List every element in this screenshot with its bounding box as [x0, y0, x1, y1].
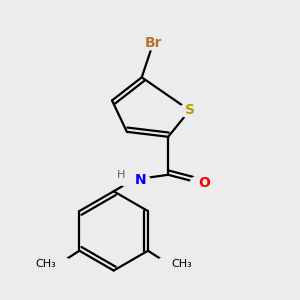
Ellipse shape: [140, 35, 167, 50]
Text: S: S: [184, 103, 195, 117]
Text: Br: Br: [145, 36, 162, 50]
Ellipse shape: [155, 257, 183, 272]
Text: N: N: [135, 173, 146, 187]
Text: H: H: [117, 170, 125, 180]
Text: CH₃: CH₃: [36, 259, 56, 269]
Ellipse shape: [117, 172, 150, 187]
Ellipse shape: [180, 103, 200, 118]
Ellipse shape: [190, 176, 209, 190]
Text: O: O: [199, 176, 210, 190]
Text: CH₃: CH₃: [171, 259, 192, 269]
Ellipse shape: [44, 257, 72, 272]
